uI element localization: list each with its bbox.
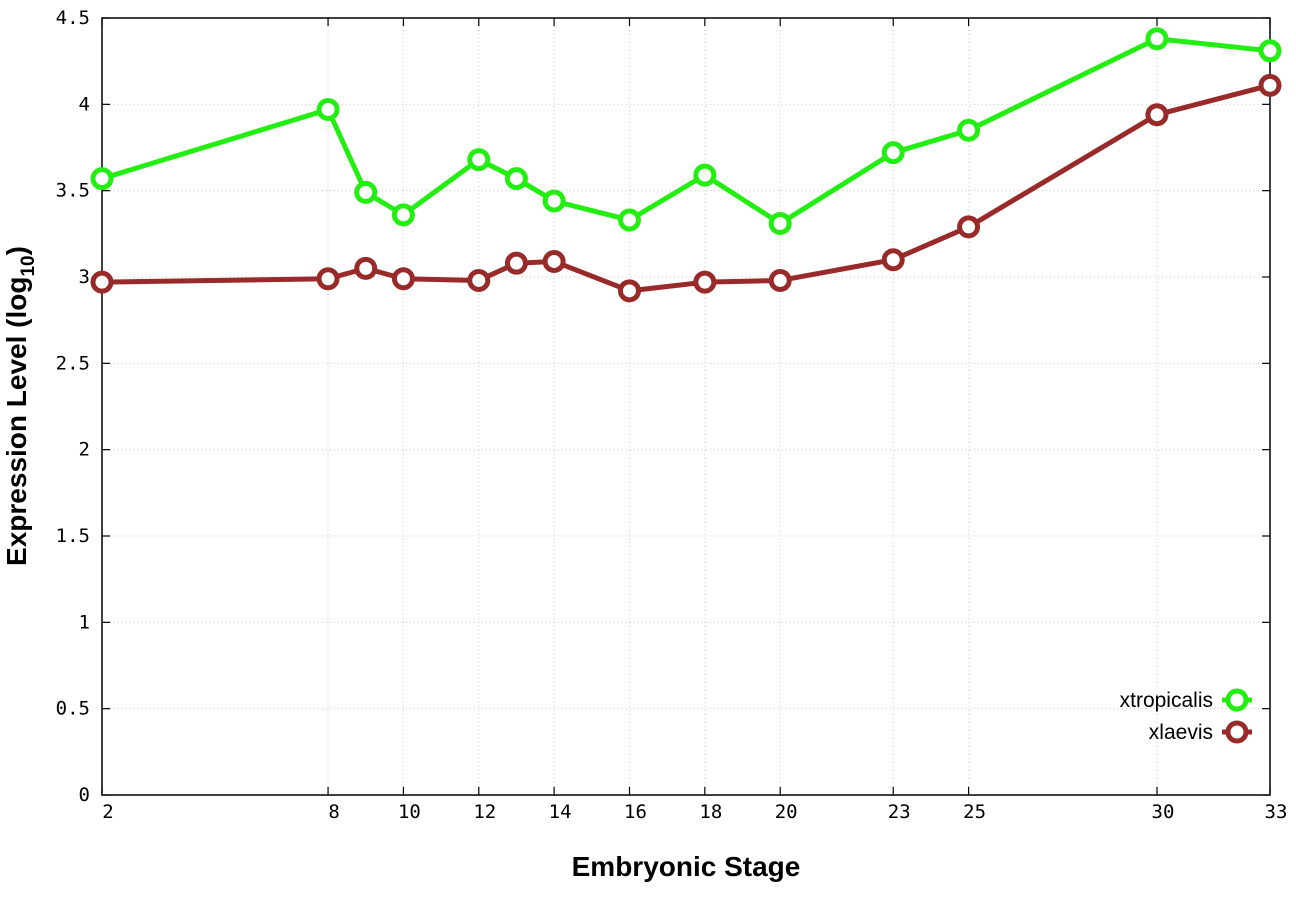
data-point <box>354 256 378 280</box>
x-tick-label: 10 <box>398 801 421 823</box>
x-tick-label: 14 <box>549 801 572 823</box>
series-layer <box>90 27 1282 303</box>
y-tick-label: 2 <box>79 439 90 461</box>
data-point <box>881 141 905 165</box>
data-point <box>542 189 566 213</box>
data-point <box>504 251 528 275</box>
x-tick-label: 20 <box>775 801 798 823</box>
data-point <box>90 167 114 191</box>
x-tick-label: 2 <box>102 801 113 823</box>
legend-item: xlaevis <box>1149 720 1252 744</box>
series-xlaevis <box>90 73 1282 303</box>
legend-label: xtropicalis <box>1120 689 1213 712</box>
data-point <box>1145 103 1169 127</box>
data-point <box>617 279 641 303</box>
data-point <box>693 163 717 187</box>
data-point <box>354 180 378 204</box>
series-line <box>101 36 1271 226</box>
y-tick-label: 3.5 <box>56 180 90 202</box>
data-point <box>957 118 981 142</box>
legend-item: xtropicalis <box>1120 688 1252 712</box>
axis-ticks: 0 0.5 1 1.5 2 2.5 3 3.5 4 4.5 2 8 10 12 14 16 18 20 23 25 30… <box>56 7 1288 823</box>
x-tick-label: 18 <box>699 801 722 823</box>
x-tick-label: 33 <box>1265 801 1288 823</box>
data-point <box>391 267 415 291</box>
y-tick-label: 0 <box>79 784 90 806</box>
legend-label: xlaevis <box>1149 721 1213 744</box>
data-point <box>90 270 114 294</box>
data-point <box>881 248 905 272</box>
grid-lines <box>102 18 1270 795</box>
data-point <box>391 203 415 227</box>
data-point <box>467 268 491 292</box>
y-tick-label: 3 <box>79 266 90 288</box>
data-point <box>617 208 641 232</box>
y-axis-title-close: ) <box>1 246 32 255</box>
legend-marker <box>1225 688 1249 712</box>
data-point <box>768 211 792 235</box>
legend: xtropicalis xlaevis <box>1120 688 1252 744</box>
y-tick-label: 1.5 <box>56 525 90 547</box>
x-tick-label: 25 <box>963 801 986 823</box>
x-tick-label: 23 <box>888 801 911 823</box>
x-tick-label: 30 <box>1152 801 1175 823</box>
data-point <box>957 215 981 239</box>
y-axis-title-main: Expression Level (log <box>1 277 32 566</box>
series-xtropicalis <box>90 27 1282 235</box>
x-tick-label: 8 <box>328 801 339 823</box>
data-point <box>693 270 717 294</box>
data-point <box>1258 39 1282 63</box>
y-axis-title: Expression Level (log10) <box>1 246 39 566</box>
y-tick-label: 1 <box>79 611 90 633</box>
y-tick-label: 4.5 <box>56 7 90 29</box>
data-point <box>1145 27 1169 51</box>
x-tick-label: 16 <box>624 801 647 823</box>
y-tick-label: 2.5 <box>56 352 90 374</box>
data-point <box>768 268 792 292</box>
plot-frame <box>101 17 1271 796</box>
x-axis-title: Embryonic Stage <box>572 851 801 882</box>
data-point <box>467 148 491 172</box>
data-point <box>542 249 566 273</box>
y-tick-label: 4 <box>79 93 90 115</box>
x-tick-label: 12 <box>473 801 496 823</box>
data-point <box>316 98 340 122</box>
legend-marker <box>1225 720 1249 744</box>
data-point <box>316 267 340 291</box>
y-tick-label: 0.5 <box>56 698 90 720</box>
data-point <box>1258 73 1282 97</box>
data-point <box>504 167 528 191</box>
y-axis-title-subscript: 10 <box>18 255 39 276</box>
